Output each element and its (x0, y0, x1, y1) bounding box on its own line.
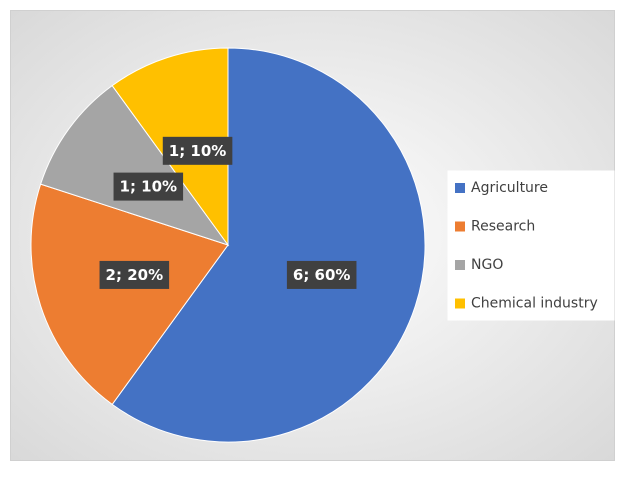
legend-swatch (455, 260, 465, 270)
legend-label: NGO (471, 257, 503, 273)
legend-label: Agriculture (471, 180, 548, 196)
legend-swatch (455, 298, 465, 309)
pie-slice (111, 47, 426, 443)
pie-slice (40, 84, 230, 246)
legend-label: Chemical industry (471, 296, 598, 312)
data-label: 1; 10% (169, 142, 227, 160)
data-label-box (162, 136, 233, 165)
data-label-box (113, 172, 184, 201)
legend-label: Research (471, 219, 535, 235)
legend-box (447, 170, 615, 321)
legend-swatch (455, 221, 465, 232)
data-label: 6; 60% (293, 266, 351, 284)
legend-swatch (455, 183, 465, 193)
data-label-box (286, 260, 357, 289)
data-label: 2; 20% (106, 266, 164, 284)
data-label-box (99, 260, 170, 289)
data-label: 1; 10% (120, 178, 178, 196)
pie-slice (30, 183, 229, 406)
